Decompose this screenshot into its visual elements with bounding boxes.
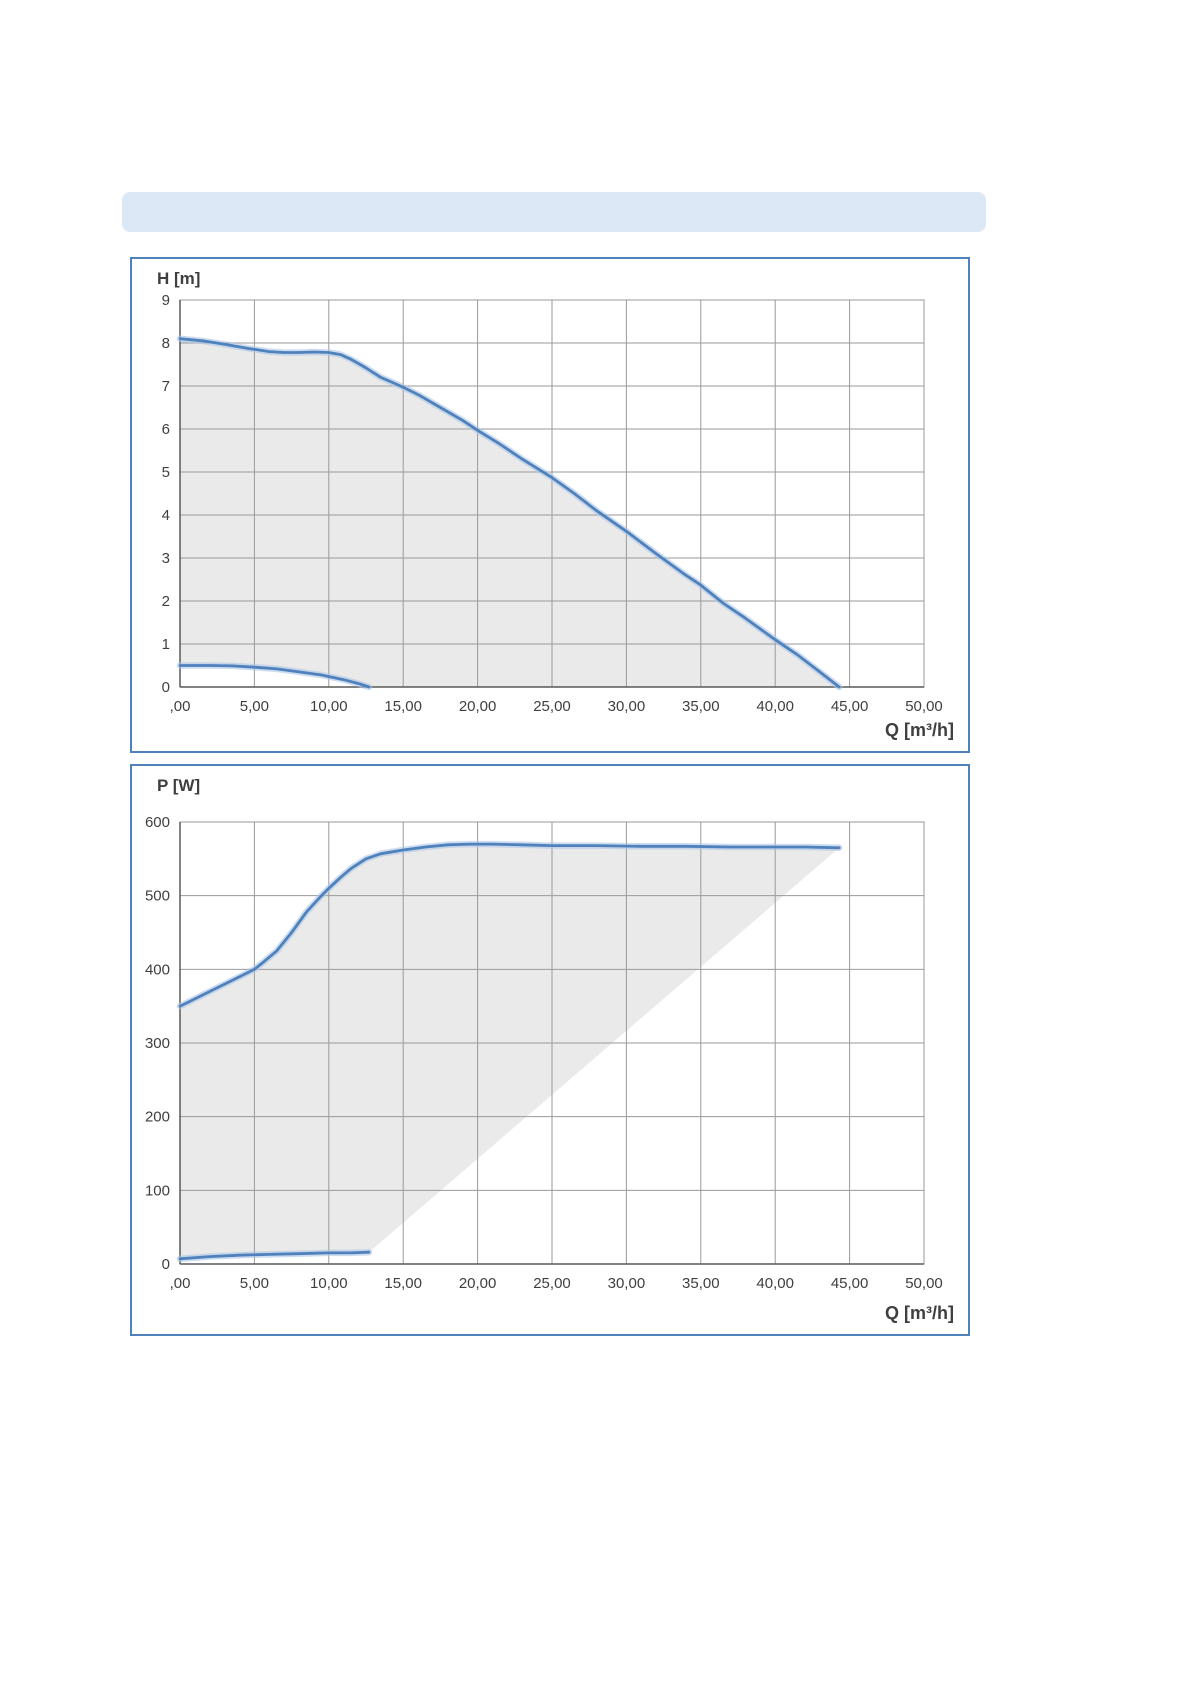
svg-text:400: 400 [145,961,170,978]
svg-text:9: 9 [162,292,170,309]
svg-text:45,00: 45,00 [831,1275,869,1292]
svg-text:30,00: 30,00 [608,1275,646,1292]
svg-text:4: 4 [162,507,170,524]
svg-text:6: 6 [162,421,170,438]
svg-text:600: 600 [145,814,170,831]
svg-text:15,00: 15,00 [384,1275,422,1292]
svg-text:,00: ,00 [170,1275,191,1292]
svg-text:,00: ,00 [170,698,191,715]
svg-text:50,00: 50,00 [905,698,943,715]
x-axis-label-power: Q [m³/h] [885,1303,954,1323]
svg-text:5,00: 5,00 [240,1275,269,1292]
chart-title-power: P [W] [157,776,201,795]
svg-text:10,00: 10,00 [310,698,348,715]
svg-text:15,00: 15,00 [384,698,422,715]
svg-text:100: 100 [145,1182,170,1199]
svg-text:500: 500 [145,888,170,905]
power-flow-chart-canvas: 0 100 200 300 400 500 600 ,00 5,00 10,00 15,00 20,0… [132,766,968,1334]
chart-title-head: H [m] [157,269,201,288]
svg-text:0: 0 [162,1256,170,1273]
head-flow-chart-panel: H [m] 0 1 2 3 4 5 6 7 8 9 ,00 5,00 10,00 15,00 20,00 25… [130,257,970,753]
power-flow-chart-panel: P [W] 0 100 200 300 400 500 600 ,00 5,00 10,00 15,… [130,764,970,1336]
svg-text:30,00: 30,00 [608,698,646,715]
svg-text:1: 1 [162,636,170,653]
svg-text:5: 5 [162,464,170,481]
svg-text:40,00: 40,00 [756,1275,794,1292]
svg-text:10,00: 10,00 [310,1275,348,1292]
svg-text:35,00: 35,00 [682,1275,720,1292]
svg-text:0: 0 [162,679,170,696]
head-flow-chart-canvas: 0 1 2 3 4 5 6 7 8 9 ,00 5,00 10,00 15,00 20,00 25,00 30,… [132,259,968,751]
svg-text:3: 3 [162,550,170,567]
svg-text:50,00: 50,00 [905,1275,943,1292]
svg-text:20,00: 20,00 [459,698,497,715]
svg-text:20,00: 20,00 [459,1275,497,1292]
svg-text:2: 2 [162,593,170,610]
svg-text:7: 7 [162,378,170,395]
svg-text:8: 8 [162,335,170,352]
svg-text:300: 300 [145,1035,170,1052]
svg-text:200: 200 [145,1109,170,1126]
svg-text:35,00: 35,00 [682,698,720,715]
svg-text:40,00: 40,00 [756,698,794,715]
x-axis-label-head: Q [m³/h] [885,720,954,740]
svg-text:5,00: 5,00 [240,698,269,715]
svg-text:45,00: 45,00 [831,698,869,715]
header-banner [122,192,986,232]
svg-text:25,00: 25,00 [533,698,571,715]
svg-text:25,00: 25,00 [533,1275,571,1292]
